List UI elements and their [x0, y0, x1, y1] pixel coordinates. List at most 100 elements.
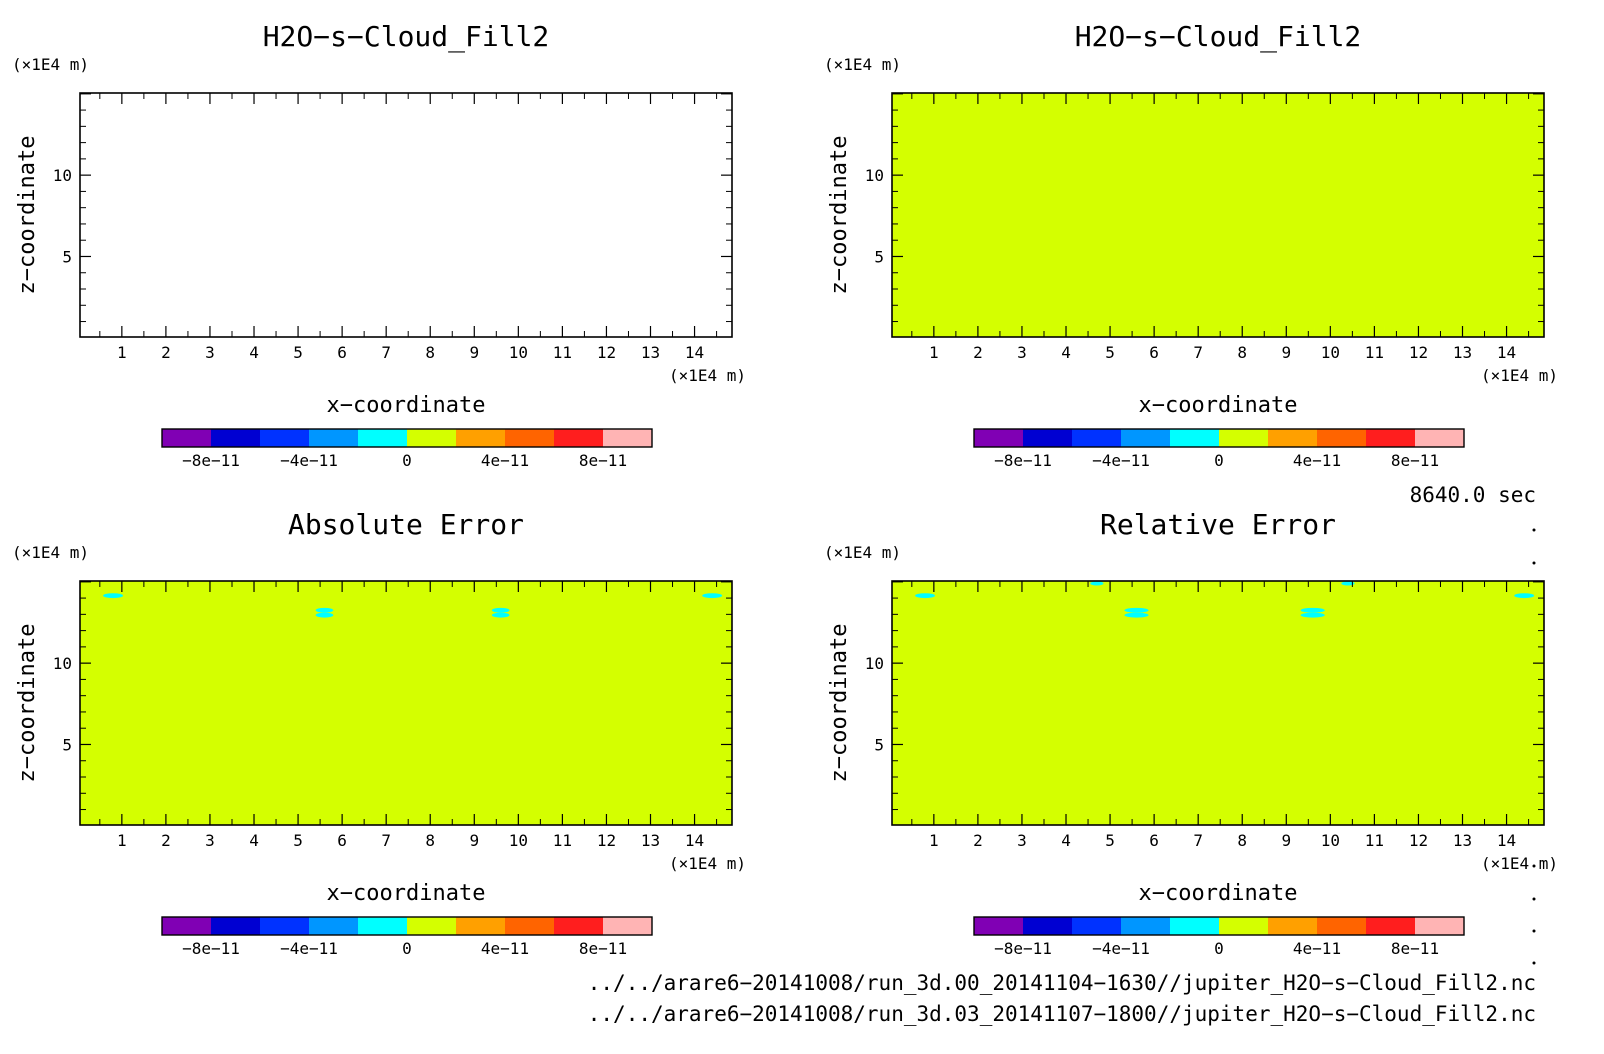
plot-fill: [80, 581, 732, 825]
x-tick-label: 9: [1281, 343, 1291, 362]
y-tick-label: 10: [53, 166, 72, 185]
margin-dot: [1532, 929, 1536, 933]
colorbar-tick-label: −8e−11: [182, 939, 240, 958]
x-tick-label: 2: [161, 831, 171, 850]
x-tick-label: 5: [293, 831, 303, 850]
x-tick-label: 13: [641, 831, 660, 850]
colorbar-segment: [162, 429, 212, 447]
x-tick-label: 6: [1149, 343, 1159, 362]
colorbar-segment: [309, 917, 359, 935]
margin-dot: [1532, 561, 1536, 565]
colorbar-tick-label: 8e−11: [1391, 451, 1439, 470]
y-unit-label: (×1E4 m): [824, 543, 901, 562]
contour-blob: [1124, 612, 1149, 618]
colorbar-frame: [161, 428, 653, 448]
chart-panel-1: H2O−s−Cloud_Fill2(×1E4 m)1 2 3 4 5 6 7 8 9 10 11 12…: [12, 20, 746, 470]
y-tick-label: 10: [53, 654, 72, 673]
plot-frame: [891, 580, 1545, 826]
colorbar-segment: [554, 917, 604, 935]
x-tick-label: 12: [1409, 831, 1428, 850]
contour-blob: [1341, 581, 1355, 586]
colorbar-tick-label: 0: [1214, 451, 1224, 470]
x-tick-label: 13: [1453, 343, 1472, 362]
colorbar-frame: [973, 428, 1465, 448]
colorbar-tick-label: 8e−11: [579, 939, 627, 958]
x-axis-label: x−coordinate: [1139, 881, 1298, 906]
contour-blob: [915, 593, 935, 599]
colorbar-segment: [505, 429, 555, 447]
colorbar-frame: [161, 916, 653, 936]
colorbar-tick-label: −8e−11: [182, 451, 240, 470]
colorbar-segment: [1268, 917, 1318, 935]
x-tick-label: 11: [553, 831, 572, 850]
colorbar-segment: [1072, 917, 1122, 935]
chart-title: Relative Error: [1100, 508, 1336, 541]
colorbar-tick-label: 4e−11: [481, 939, 529, 958]
plot-fill: [892, 581, 1544, 825]
colorbar-segment: [603, 429, 653, 447]
colorbar-segment: [505, 917, 555, 935]
contour-blob: [491, 612, 510, 618]
x-tick-label: 2: [161, 343, 171, 362]
colorbar-segment: [211, 429, 261, 447]
x-unit-label: (×1E4 m): [669, 854, 746, 873]
x-tick-label: 7: [381, 343, 391, 362]
x-tick-label: 4: [249, 831, 259, 850]
colorbar-segment: [260, 429, 310, 447]
x-tick-label: 2: [973, 831, 983, 850]
plot-fill: [892, 93, 1544, 337]
x-tick-label: 12: [597, 831, 616, 850]
x-tick-label: 8: [425, 831, 435, 850]
y-unit-label: (×1E4 m): [12, 543, 89, 562]
y-tick-label: 5: [62, 735, 72, 754]
x-tick-label: 9: [469, 343, 479, 362]
x-tick-label: 14: [1497, 831, 1516, 850]
colorbar-segment: [407, 429, 457, 447]
x-tick-label: 8: [1237, 831, 1247, 850]
x-tick-label: 4: [1061, 831, 1071, 850]
colorbar-segment: [1366, 429, 1416, 447]
chart-title: Absolute Error: [288, 508, 524, 541]
chart-panel-2: H2O−s−Cloud_Fill2(×1E4 m)1 2 3 4 5 6 7 8 9 10 11 12…: [824, 20, 1558, 470]
colorbar-tick-label: −4e−11: [1092, 939, 1150, 958]
contour-blob: [1090, 581, 1104, 586]
time-label: 8640.0 sec: [1410, 483, 1536, 507]
colorbar-tick-label: 4e−11: [1293, 939, 1341, 958]
x-tick-label: 1: [117, 831, 127, 850]
x-tick-label: 10: [509, 343, 528, 362]
colorbar-segment: [260, 917, 310, 935]
x-tick-label: 4: [1061, 343, 1071, 362]
contour-blob: [1300, 612, 1325, 618]
x-tick-label: 3: [205, 343, 215, 362]
colorbar-segment: [1317, 429, 1367, 447]
colorbar-tick-label: 0: [1214, 939, 1224, 958]
x-tick-label: 2: [973, 343, 983, 362]
colorbar-segment: [309, 429, 359, 447]
contour-blob: [103, 593, 123, 599]
y-axis-label: z−coordinate: [827, 624, 852, 783]
x-tick-label: 6: [1149, 831, 1159, 850]
x-unit-label: (×1E4 m): [669, 366, 746, 385]
colorbar-segment: [1219, 917, 1269, 935]
x-tick-label: 3: [205, 831, 215, 850]
y-unit-label: (×1E4 m): [824, 55, 901, 74]
x-tick-label: 10: [1321, 831, 1340, 850]
colorbar-segment: [456, 917, 506, 935]
colorbar-segment: [358, 429, 408, 447]
x-tick-label: 11: [1365, 831, 1384, 850]
x-tick-label: 7: [1193, 831, 1203, 850]
x-unit-label: (×1E4 m): [1481, 366, 1558, 385]
colorbar-tick-label: −8e−11: [994, 451, 1052, 470]
x-tick-label: 1: [117, 343, 127, 362]
x-tick-label: 6: [337, 343, 347, 362]
colorbar-tick-label: −8e−11: [994, 939, 1052, 958]
x-tick-label: 6: [337, 831, 347, 850]
y-tick-label: 5: [874, 247, 884, 266]
x-axis-label: x−coordinate: [327, 393, 486, 418]
y-tick-label: 10: [865, 654, 884, 673]
chart-title: H2O−s−Cloud_Fill2: [263, 20, 550, 54]
x-tick-label: 5: [293, 343, 303, 362]
contour-blob: [1300, 607, 1325, 613]
x-tick-label: 3: [1017, 831, 1027, 850]
